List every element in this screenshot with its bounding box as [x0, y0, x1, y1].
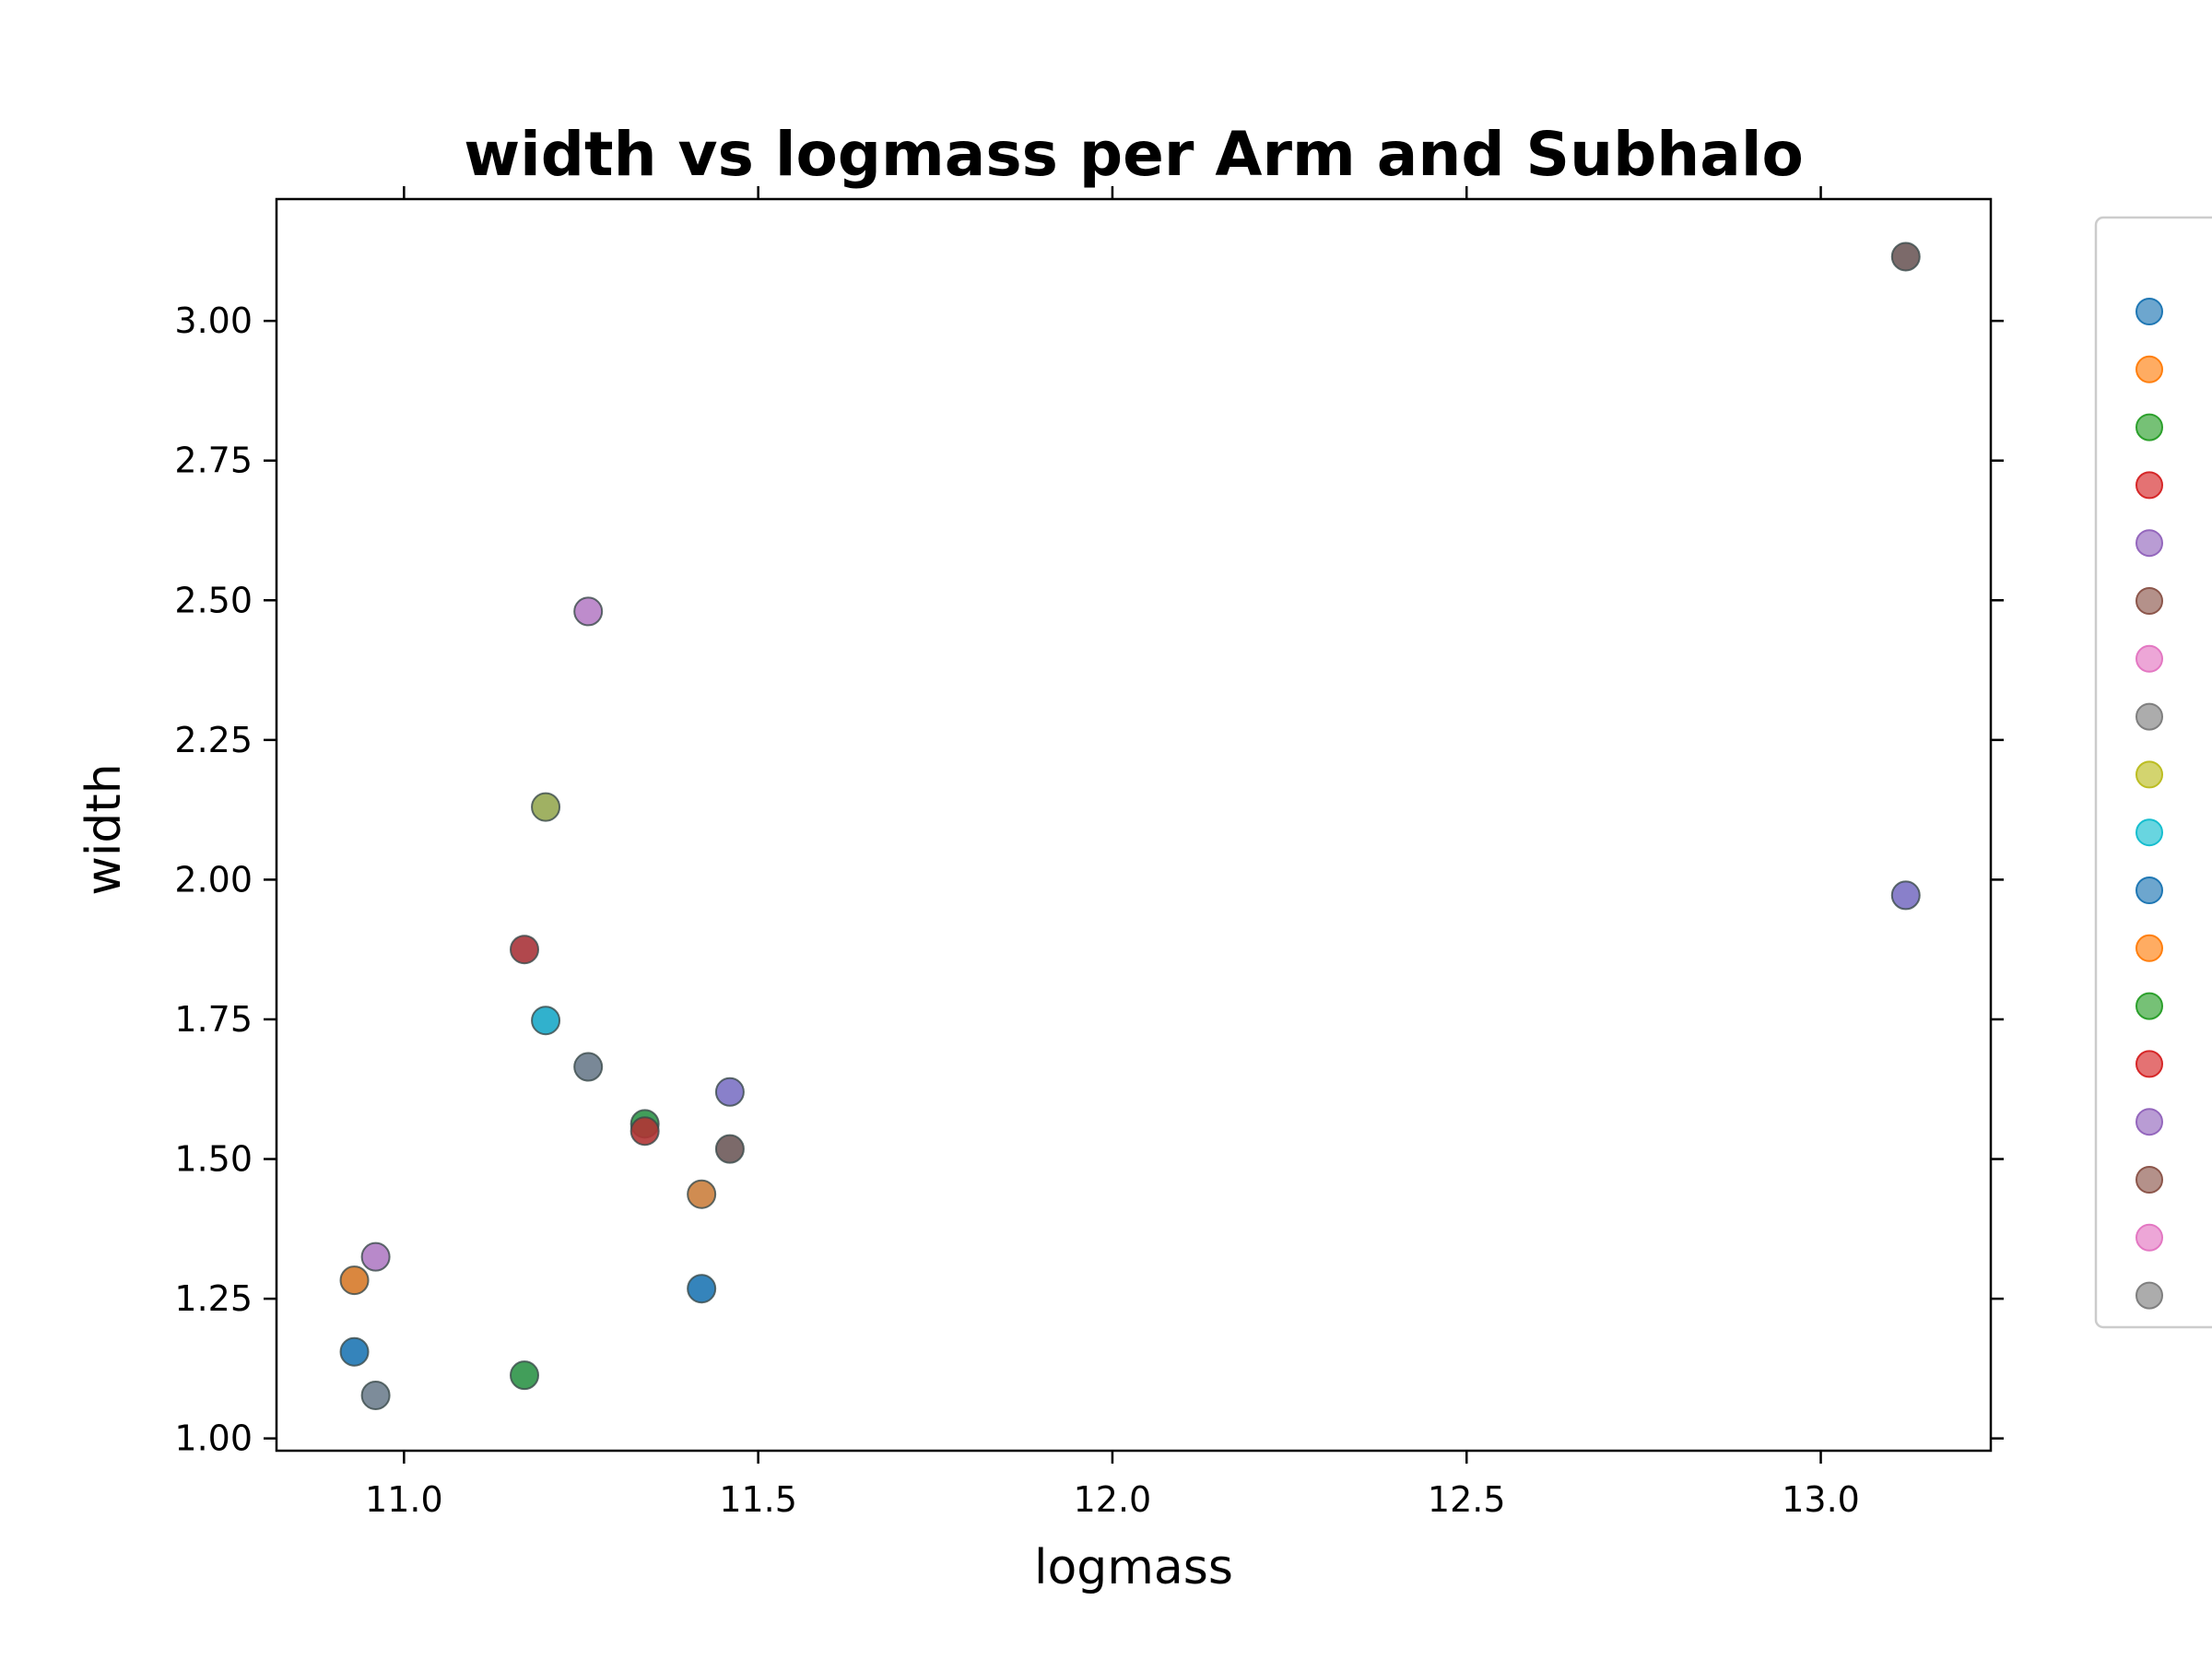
data-point — [339, 1265, 370, 1296]
legend-marker — [2136, 934, 2163, 962]
legend-marker — [2136, 702, 2163, 731]
y-tick-label: 2.00 — [174, 859, 253, 900]
legend-marker — [2136, 760, 2163, 789]
x-tick-label: 12.0 — [1074, 1479, 1152, 1520]
plot-area-border — [275, 197, 1993, 1453]
legend-marker — [2136, 529, 2163, 558]
y-tick-label: 2.75 — [174, 441, 253, 481]
x-tick-label: 11.5 — [719, 1479, 797, 1520]
legend-marker — [2136, 355, 2163, 383]
data-point — [1890, 241, 1921, 272]
data-point — [687, 1274, 717, 1304]
y-tick-label: 3.00 — [174, 300, 253, 341]
data-point — [510, 935, 540, 965]
legend-marker — [2136, 587, 2163, 615]
y-axis-ticks: 1.00 1.25 1.50 1.75 2.00 2.25 2.50 2.75 3.00 — [174, 300, 2004, 1459]
x-tick-label: 12.5 — [1428, 1479, 1506, 1520]
data-point — [573, 596, 604, 627]
legend-marker — [2136, 818, 2163, 847]
y-axis-label: width — [76, 763, 132, 895]
chart-title: width vs logmass per Arm and Subhalo — [464, 119, 1804, 190]
data-point — [714, 1134, 745, 1164]
legend-marker — [2136, 992, 2163, 1020]
legend-marker — [2136, 471, 2163, 500]
legend — [2094, 216, 2212, 1329]
y-tick-label: 1.50 — [174, 1139, 253, 1180]
data-point — [1890, 880, 1921, 911]
data-points — [339, 241, 1921, 1410]
legend-marker — [2136, 877, 2163, 904]
legend-marker — [2136, 413, 2163, 441]
y-tick-label: 2.50 — [174, 580, 253, 620]
x-axis-ticks: 11.0 11.5 12.0 12.5 13.0 — [365, 186, 1860, 1520]
data-point — [510, 1360, 540, 1391]
legend-marker — [2136, 1050, 2163, 1078]
data-point — [360, 1380, 391, 1410]
data-point — [531, 792, 561, 822]
data-point — [339, 1336, 370, 1367]
plot-frame — [275, 197, 1993, 1453]
legend-marker — [2136, 1223, 2163, 1252]
x-tick-label: 11.0 — [365, 1479, 443, 1520]
y-tick-label: 1.25 — [174, 1278, 253, 1319]
x-tick-label: 13.0 — [1782, 1479, 1860, 1520]
legend-marker — [2136, 298, 2163, 325]
y-tick-label: 1.00 — [174, 1418, 253, 1459]
y-tick-label: 2.25 — [174, 720, 253, 760]
data-point — [629, 1116, 660, 1147]
legend-marker — [2136, 1281, 2163, 1310]
data-point — [687, 1179, 717, 1209]
data-point — [531, 1006, 561, 1036]
x-axis-label: logmass — [1034, 1540, 1233, 1595]
data-point — [714, 1077, 745, 1107]
legend-marker — [2136, 1108, 2163, 1136]
data-point — [360, 1241, 391, 1272]
y-tick-label: 1.75 — [174, 999, 253, 1040]
legend-marker — [2136, 1166, 2163, 1194]
data-point — [573, 1052, 604, 1082]
legend-marker — [2136, 644, 2163, 673]
